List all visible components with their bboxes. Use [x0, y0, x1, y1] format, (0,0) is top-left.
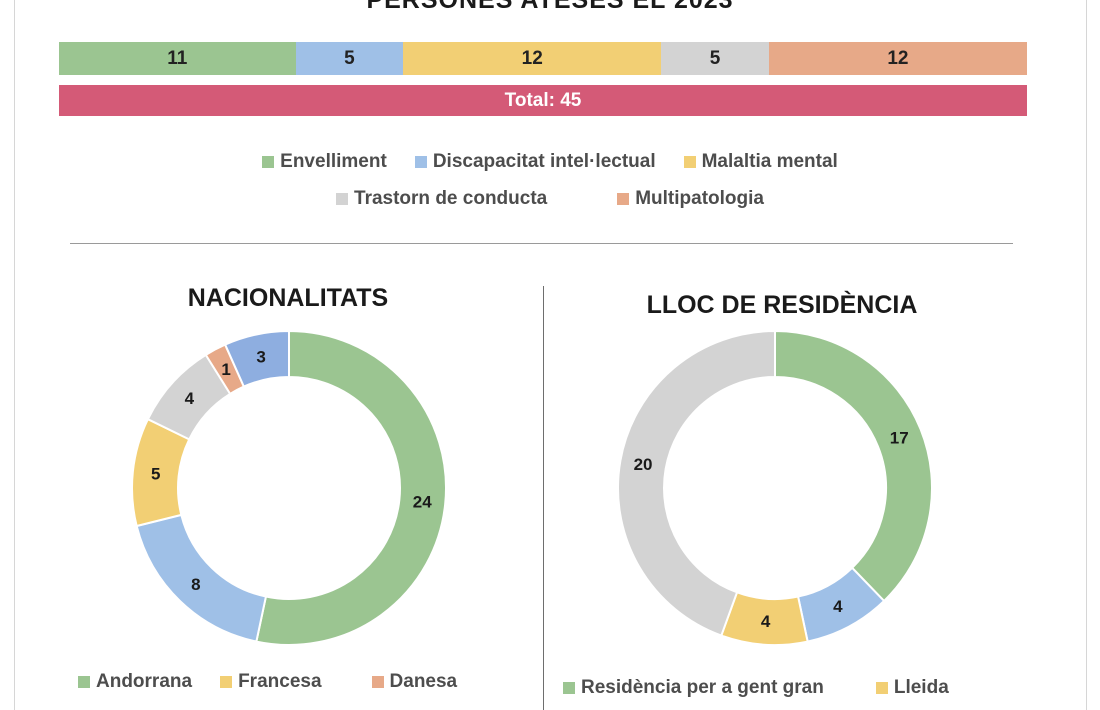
legend-label-residencia: Residència per a gent gran: [581, 677, 824, 698]
legend-item-envelliment: Envelliment: [262, 151, 387, 173]
donut-slice-label: 4: [761, 612, 771, 631]
bar-segment: 12: [768, 42, 1027, 75]
legend-label: Malaltia mental: [701, 151, 838, 172]
legend-label: Envelliment: [280, 151, 387, 172]
horizontal-divider: [70, 243, 1013, 244]
donut-slice-label: 3: [256, 347, 265, 366]
nacionalitats-donut: 24 8 5 4 1 3: [131, 329, 447, 646]
donut-slice-label: 5: [151, 464, 160, 483]
lloc-residencia-legend: Residència per a gent gran Lleida: [563, 677, 949, 699]
legend-label: Multipatologia: [635, 188, 764, 209]
category-legend-row-2: Trastorn de conducta Multipatologia: [0, 188, 1100, 210]
lloc-residencia-donut: 17 4 4 20: [617, 329, 933, 646]
donut-slice: [223, 329, 290, 388]
donut-slice-label: 1: [221, 360, 230, 379]
legend-swatch: [563, 682, 575, 694]
donut-slice-label: 4: [833, 597, 843, 616]
bar-segment: 12: [403, 42, 662, 75]
legend-label-lleida: Lleida: [893, 677, 949, 698]
total-bar: Total: 45: [59, 85, 1027, 116]
legend-label: Discapacitat intel·lectual: [432, 151, 656, 172]
donut-slice-label: 24: [413, 493, 432, 512]
stacked-bar-chart: 11 5 12 5 12: [59, 42, 1027, 75]
category-legend-row-1: Envelliment Discapacitat intel·lectual M…: [0, 151, 1100, 173]
legend-swatch: [683, 156, 696, 168]
page-border-right: [1086, 0, 1087, 710]
donut-slice-label: 8: [191, 575, 200, 594]
legend-label: Trastorn de conducta: [354, 188, 548, 209]
page-title: PERSONES ATESES EL 2023: [366, 0, 734, 14]
bar-segment: 5: [661, 42, 769, 75]
nacionalitats-legend: Andorrana Francesa Danesa: [78, 671, 457, 693]
lloc-residencia-title: LLOC DE RESIDÈNCIA: [646, 291, 918, 319]
legend-label-francesa: Francesa: [238, 671, 322, 692]
legend-label-danesa: Danesa: [389, 671, 458, 692]
donut-slice-label: 17: [890, 428, 909, 447]
donut-slice: [617, 329, 776, 637]
legend-item-trastorn: Trastorn de conducta: [336, 188, 547, 210]
legend-swatch: [414, 156, 427, 168]
total-label: Total: 45: [504, 89, 582, 111]
legend-swatch: [78, 676, 90, 688]
donut-slice-label: 4: [185, 389, 195, 408]
bar-segment-label: 5: [709, 47, 721, 69]
bar-segment: 11: [59, 42, 296, 75]
bar-segment: 5: [295, 42, 404, 75]
donut-slice: [774, 329, 933, 603]
legend-swatch: [262, 156, 275, 168]
bar-segment-label: 5: [344, 47, 355, 69]
legend-swatch: [336, 193, 349, 205]
bar-segment-label: 12: [887, 47, 909, 69]
bar-segment-label: 12: [521, 47, 543, 69]
legend-label-andorrana: Andorrana: [96, 671, 193, 692]
legend-item-discapacitat: Discapacitat intel·lectual: [414, 151, 656, 173]
vertical-divider: [543, 286, 544, 710]
page-border-left: [14, 0, 15, 710]
donut-slice-label: 20: [634, 455, 653, 474]
legend-swatch: [220, 676, 233, 688]
legend-swatch: [617, 193, 630, 205]
bar-segment-label: 11: [167, 47, 188, 69]
legend-item-malaltia-mental: Malaltia mental: [683, 151, 838, 173]
legend-swatch: [875, 682, 888, 694]
legend-swatch: [371, 676, 384, 688]
nacionalitats-title: NACIONALITATS: [187, 284, 389, 312]
legend-item-multipatologia: Multipatologia: [617, 188, 764, 210]
donut-slice: [135, 513, 268, 643]
donut-slice: [255, 329, 447, 646]
